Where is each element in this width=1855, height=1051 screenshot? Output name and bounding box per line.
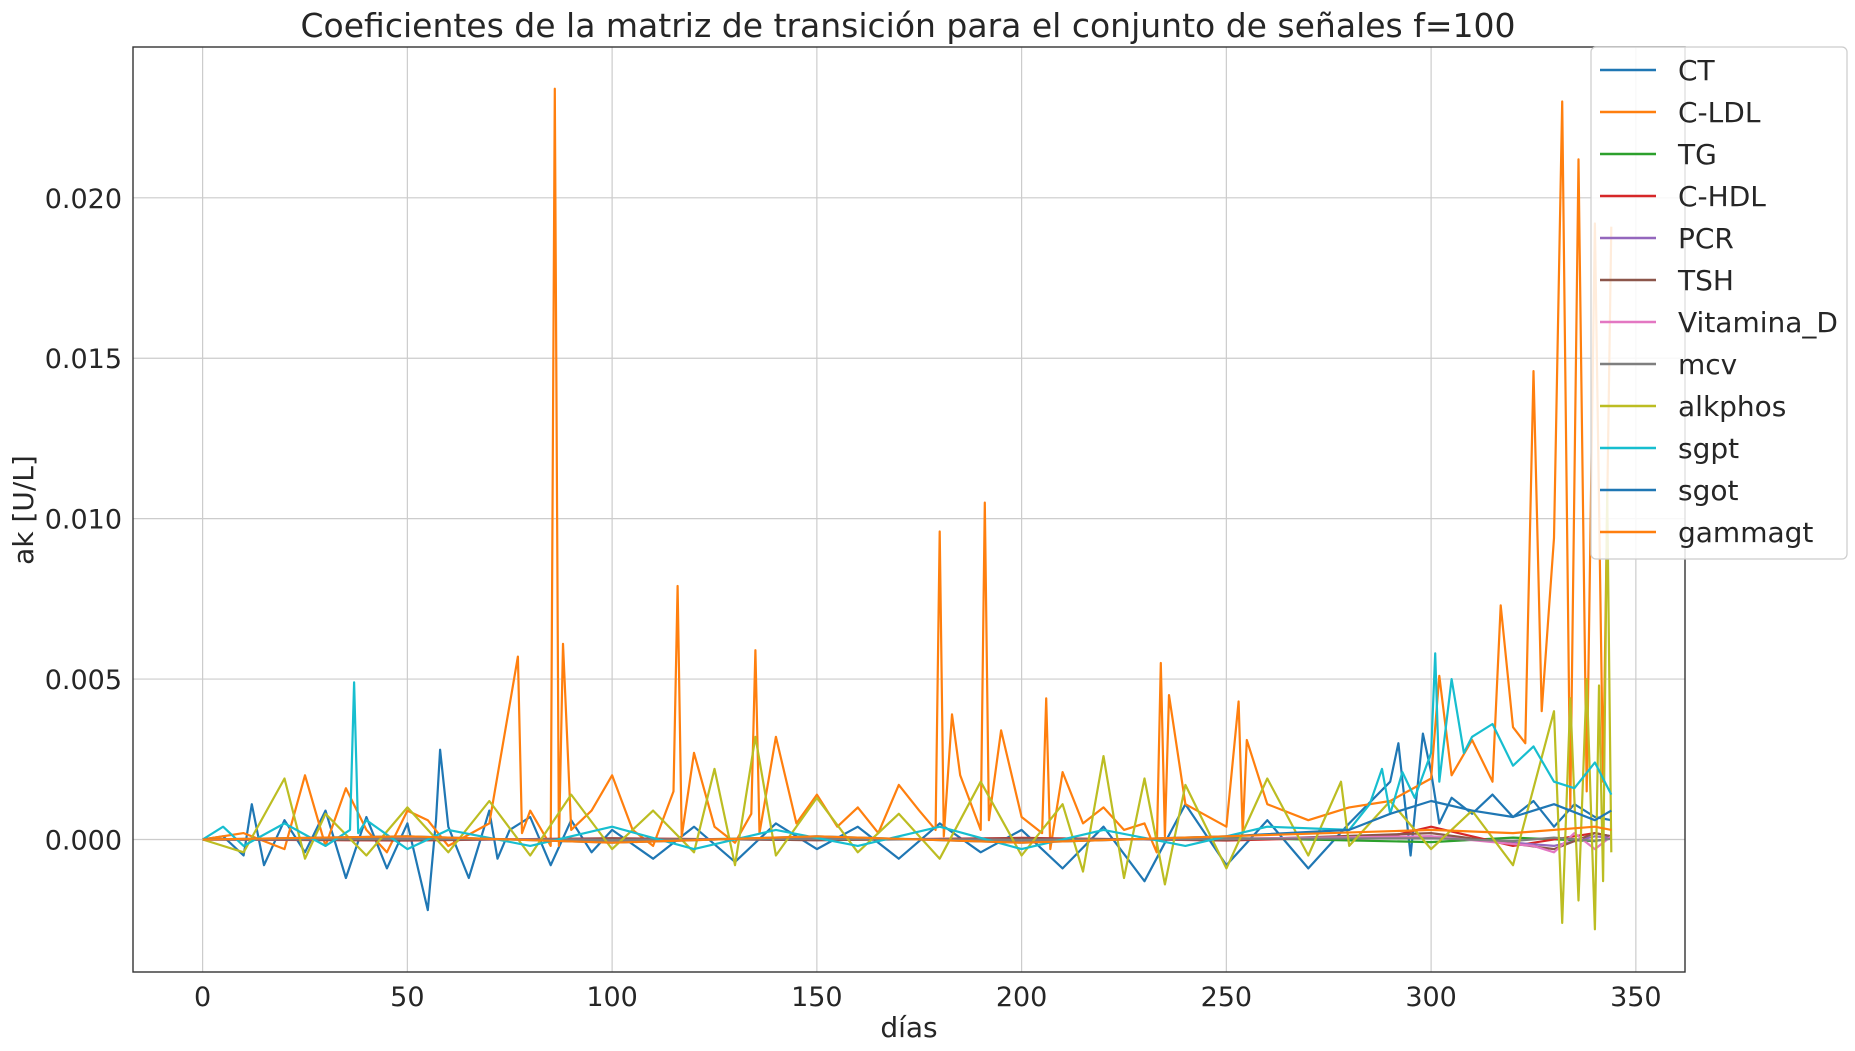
y-tick-label: 0.010 <box>45 505 122 536</box>
legend-label-sgpt: sgpt <box>1678 432 1739 465</box>
x-tick-label: 50 <box>390 982 424 1013</box>
y-tick-label: 0.005 <box>45 665 122 696</box>
y-tick-label: 0.015 <box>45 344 122 375</box>
legend-label-tsh: TSH <box>1677 264 1734 297</box>
legend-label-c-hdl: C-HDL <box>1678 180 1766 213</box>
legend-box <box>1590 46 1848 560</box>
x-tick-label: 0 <box>194 982 211 1013</box>
legend-label-gammagt: gammagt <box>1678 516 1813 549</box>
legend-label-alkphos: alkphos <box>1678 390 1786 423</box>
x-tick-label: 200 <box>996 982 1048 1013</box>
x-tick-label: 350 <box>1610 982 1662 1013</box>
x-tick-label: 250 <box>1201 982 1253 1013</box>
series-line-c-ldl <box>202 87 1613 854</box>
legend-label-pcr: PCR <box>1678 222 1734 255</box>
legend-label-mcv: mcv <box>1678 348 1737 381</box>
y-tick-label: 0.020 <box>45 184 122 215</box>
series-line-gammagt <box>202 825 1612 844</box>
legend-label-vitamina-d: Vitamina_D <box>1678 306 1838 339</box>
x-axis-label: días <box>880 1011 937 1044</box>
x-tick-labels: 0 50 100 150 200 250 300 350 <box>194 982 1662 1013</box>
x-tick-label: 100 <box>586 982 638 1013</box>
y-tick-labels: 0.000 0.005 0.010 0.015 0.020 <box>45 184 122 857</box>
legend-label-ct: CT <box>1678 54 1716 87</box>
legend-label-c-ldl: C-LDL <box>1678 96 1761 129</box>
x-tick-label: 150 <box>791 982 843 1013</box>
x-tick-label: 300 <box>1405 982 1457 1013</box>
series-lines <box>202 87 1613 931</box>
series-line-alkphos <box>202 491 1613 931</box>
legend-label-tg: TG <box>1677 138 1717 171</box>
chart-title: Coeficientes de la matriz de transición … <box>301 6 1516 45</box>
y-axis-label: ak [U/L] <box>7 455 40 565</box>
legend-label-sgot: sgot <box>1678 474 1738 507</box>
y-tick-label: 0.000 <box>45 825 122 856</box>
